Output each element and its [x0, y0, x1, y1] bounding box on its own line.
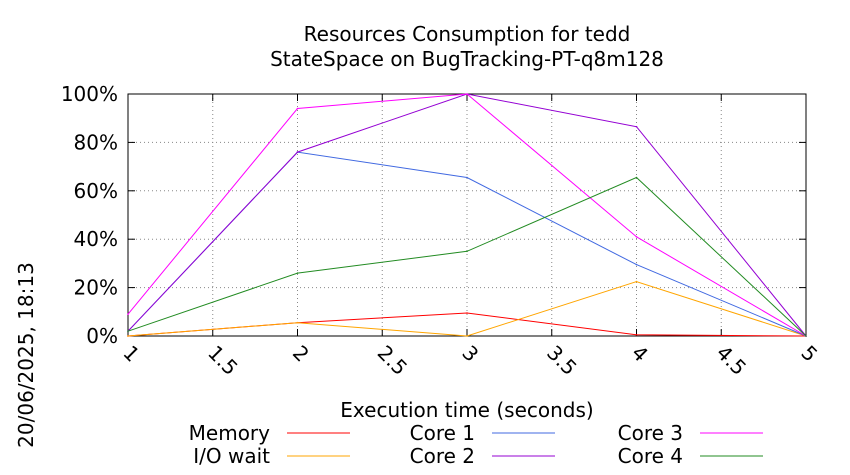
data-point	[466, 176, 468, 179]
legend-label: I/O wait	[193, 444, 270, 468]
data-point	[466, 335, 468, 337]
data-point	[635, 235, 638, 238]
x-tick-label: 3	[457, 341, 483, 367]
x-axis-label: Execution time (seconds)	[340, 398, 593, 422]
y-tick-label: 40%	[74, 227, 118, 251]
data-point	[635, 333, 638, 336]
legend-label: Core 3	[618, 421, 683, 445]
series-line-core-1	[127, 151, 807, 337]
y-tick-label: 80%	[74, 130, 118, 154]
data-point	[635, 125, 638, 128]
timestamp-label: 20/06/2025, 18:13	[14, 262, 38, 448]
data-point	[635, 176, 638, 179]
data-point	[296, 272, 299, 274]
x-tick-label: 2	[288, 341, 314, 367]
x-tick-label: 1	[118, 341, 144, 367]
data-point	[805, 335, 807, 337]
legend-label: Core 4	[618, 444, 683, 468]
x-tick-label: 1.5	[203, 341, 242, 380]
data-point	[296, 151, 299, 153]
legend-label: Core 2	[410, 444, 475, 468]
legend-label: Core 1	[410, 421, 475, 445]
data-point	[466, 250, 468, 253]
data-point	[466, 93, 468, 95]
data-point	[127, 335, 129, 337]
y-tick-label: 60%	[74, 179, 118, 203]
data-point	[466, 312, 468, 314]
y-tick-label: 20%	[74, 276, 118, 300]
legend-label: Memory	[189, 421, 271, 445]
y-tick-label: 100%	[61, 82, 118, 106]
x-tick-label: 5	[796, 341, 822, 367]
x-tick-label: 2.5	[373, 341, 412, 380]
series-lines	[127, 93, 807, 337]
y-tick-label: 0%	[86, 324, 118, 348]
data-point	[127, 313, 129, 316]
chart-title-line-1: Resources Consumption for tedd	[304, 22, 631, 46]
chart-title-line-2: StateSpace on BugTracking-PT-q8m128	[270, 47, 664, 71]
data-point	[635, 280, 638, 283]
data-point	[296, 107, 299, 110]
x-tick-label: 4	[627, 341, 653, 367]
data-point	[296, 321, 299, 324]
data-point	[635, 263, 638, 266]
grid	[128, 94, 806, 336]
series-line-i-o-wait	[127, 281, 807, 337]
data-point	[127, 330, 129, 332]
x-tick-label: 4.5	[712, 341, 751, 380]
x-tick-label: 3.5	[542, 341, 581, 380]
